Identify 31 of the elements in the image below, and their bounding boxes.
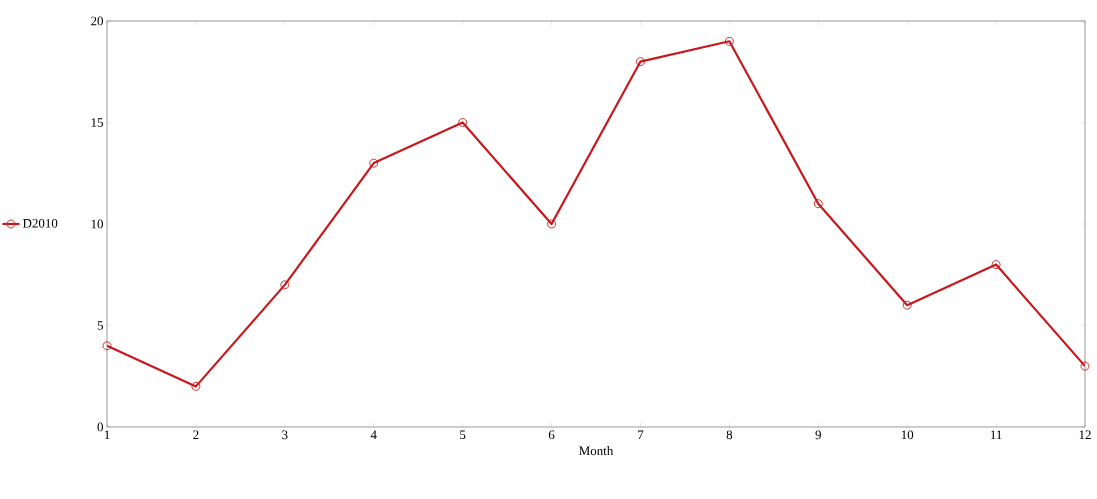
point: [191, 381, 201, 391]
x-tick-label: 4: [370, 430, 377, 440]
x-tick-label: 7: [638, 430, 644, 439]
point: [369, 158, 379, 168]
x-tick-label: 10: [901, 430, 914, 440]
point: [724, 36, 734, 46]
x-tick-label: 3: [282, 430, 288, 440]
x-tick-label: 12: [1079, 430, 1091, 440]
y-tick-label: 15: [91, 118, 103, 127]
x-axis-title: Month: [579, 446, 614, 456]
y-tick-label: 0: [97, 422, 103, 432]
point: [280, 280, 290, 290]
x-tick-label: 8: [726, 430, 733, 440]
point: [636, 57, 645, 67]
x-tick-label: 6: [548, 430, 555, 440]
point: [458, 118, 468, 127]
point: [813, 199, 823, 209]
point: [1080, 361, 1090, 371]
x-tick-label: 2: [193, 430, 199, 440]
x-tick-label: 9: [815, 430, 821, 440]
x-tick-label: 11: [991, 430, 1002, 440]
x-tick-label: 5: [460, 430, 466, 440]
y-tick-label: 5: [97, 321, 103, 330]
y-tick-label: 10: [91, 219, 103, 229]
point: [902, 300, 912, 310]
y-tick-label: 20: [91, 16, 103, 26]
point: [547, 219, 557, 229]
x-tick-label: 1: [104, 430, 110, 440]
legend-label: D2010: [22, 218, 58, 228]
point: [991, 260, 1001, 270]
point: [102, 341, 112, 351]
